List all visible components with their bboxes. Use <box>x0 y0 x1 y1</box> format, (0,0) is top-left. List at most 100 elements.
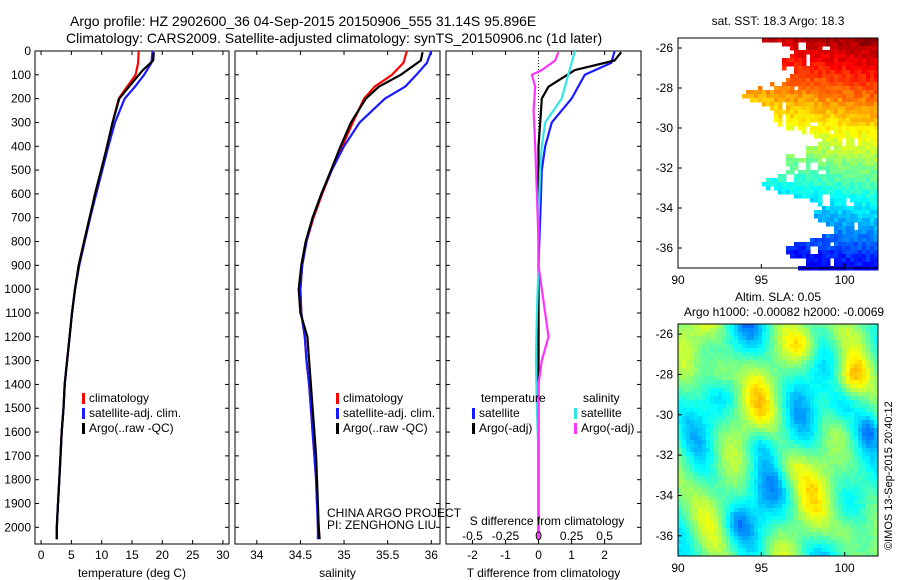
map-cell <box>858 544 863 549</box>
map-cell <box>814 540 819 545</box>
map-cell <box>738 336 743 341</box>
map-cell <box>762 348 767 353</box>
map-cell <box>766 408 771 413</box>
map-cell <box>874 78 879 83</box>
map-cell <box>814 360 819 365</box>
map-cell <box>794 174 799 179</box>
map-cell <box>722 376 727 381</box>
map-cell <box>790 544 795 549</box>
map-cell <box>874 444 879 449</box>
map-cell <box>858 186 863 191</box>
map-cell <box>726 480 731 485</box>
map-cell <box>834 404 839 409</box>
map-cell <box>710 516 715 521</box>
map-cell <box>822 206 827 211</box>
map-cell <box>866 392 871 397</box>
y-tick-label: 2000 <box>4 520 31 534</box>
map-cell <box>834 432 839 437</box>
map-cell <box>690 496 695 501</box>
map-cell <box>866 364 871 369</box>
map-cell <box>858 440 863 445</box>
map-cell <box>814 440 819 445</box>
map-cell <box>754 456 759 461</box>
map-cell <box>838 166 843 171</box>
map-cell <box>774 432 779 437</box>
map-cell <box>678 408 683 413</box>
map-cell <box>822 146 827 151</box>
map-cell <box>698 364 703 369</box>
map-cell <box>678 428 683 433</box>
map-cell <box>794 98 799 103</box>
map-cell <box>738 436 743 441</box>
map-cell <box>782 388 787 393</box>
map-cell <box>694 536 699 541</box>
map-cell <box>710 416 715 421</box>
map-cell <box>754 94 759 99</box>
map-cell <box>822 254 827 259</box>
map-cell <box>726 388 731 393</box>
map-cell <box>794 182 799 187</box>
map-cell <box>762 512 767 517</box>
map-cell <box>754 532 759 537</box>
map-cell <box>698 504 703 509</box>
map-cell <box>726 356 731 361</box>
map-cell <box>742 552 747 557</box>
map-cell <box>786 484 791 489</box>
map-cell <box>754 392 759 397</box>
map-cell <box>730 392 735 397</box>
map-cell <box>790 158 795 163</box>
map-cell <box>750 348 755 353</box>
map-cell <box>782 376 787 381</box>
map-cell <box>834 332 839 337</box>
map-cell <box>738 480 743 485</box>
map-cell <box>770 544 775 549</box>
map-cell <box>842 234 847 239</box>
map-cell <box>870 412 875 417</box>
map-cell <box>770 106 775 111</box>
map-cell <box>714 380 719 385</box>
map-cell <box>802 118 807 123</box>
map-cell <box>866 464 871 469</box>
map-cell <box>730 416 735 421</box>
map-cell <box>818 114 823 119</box>
map-cell <box>874 540 879 545</box>
map-cell <box>778 548 783 553</box>
map-cell <box>862 452 867 457</box>
map-cell <box>870 528 875 533</box>
map-cell <box>858 214 863 219</box>
map-cell <box>862 396 867 401</box>
map-cell <box>742 548 747 553</box>
map-cell <box>842 388 847 393</box>
map-cell <box>822 392 827 397</box>
map-cell <box>690 396 695 401</box>
map-cell <box>822 42 827 47</box>
map-cell <box>750 412 755 417</box>
map-cell <box>778 420 783 425</box>
map-cell <box>678 376 683 381</box>
map-cell <box>846 238 851 243</box>
map-cell <box>730 348 735 353</box>
map-cell <box>778 360 783 365</box>
map-cell <box>786 158 791 163</box>
map-cell <box>766 388 771 393</box>
map-cell <box>786 432 791 437</box>
map-cell <box>814 504 819 509</box>
map-cell <box>846 400 851 405</box>
map-cell <box>758 416 763 421</box>
map-cell <box>794 444 799 449</box>
map-cell <box>778 114 783 119</box>
map-cell <box>854 348 859 353</box>
map-cell <box>874 504 879 509</box>
map-cell <box>746 356 751 361</box>
map-cell <box>846 476 851 481</box>
map-cell <box>866 548 871 553</box>
map-cell <box>874 210 879 215</box>
map-cell <box>834 94 839 99</box>
map-cell <box>814 552 819 557</box>
map-cell <box>810 444 815 449</box>
map-cell <box>846 230 851 235</box>
map-cell <box>798 532 803 537</box>
map-cell <box>858 170 863 175</box>
map-cell <box>758 460 763 465</box>
map-cell <box>858 376 863 381</box>
